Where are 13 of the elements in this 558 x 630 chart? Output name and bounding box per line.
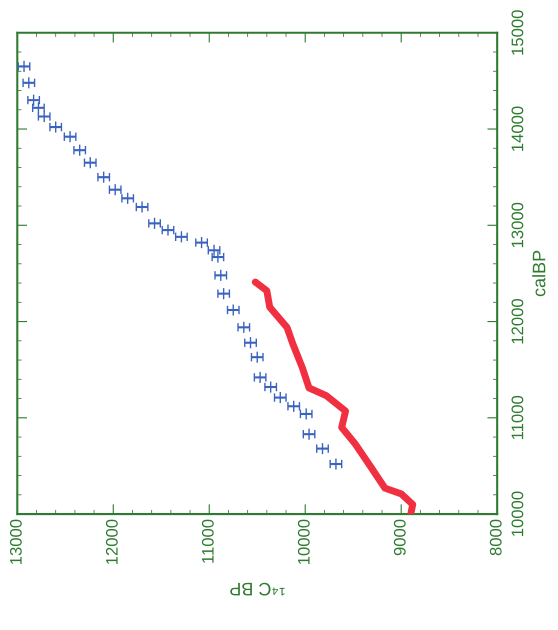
x-tick-label: 9000 [394, 520, 406, 556]
y-tick-label: 13000 [512, 202, 524, 248]
x-tick-label: 12000 [106, 520, 118, 564]
x-tick-label: 10000 [298, 520, 310, 564]
y-axis-title: calBP [532, 250, 546, 296]
y-tick-label: 11000 [512, 396, 524, 440]
y-tick-label: 15000 [512, 10, 524, 55]
y-tick-label: 12000 [512, 299, 524, 344]
x-axis-title: ¹⁴C BP [230, 582, 284, 596]
x-tick-label: 11000 [202, 520, 214, 563]
x-tick-label: 8000 [490, 520, 502, 556]
x-tick-label: 13000 [10, 520, 22, 564]
y-tick-label: 14000 [512, 106, 524, 151]
